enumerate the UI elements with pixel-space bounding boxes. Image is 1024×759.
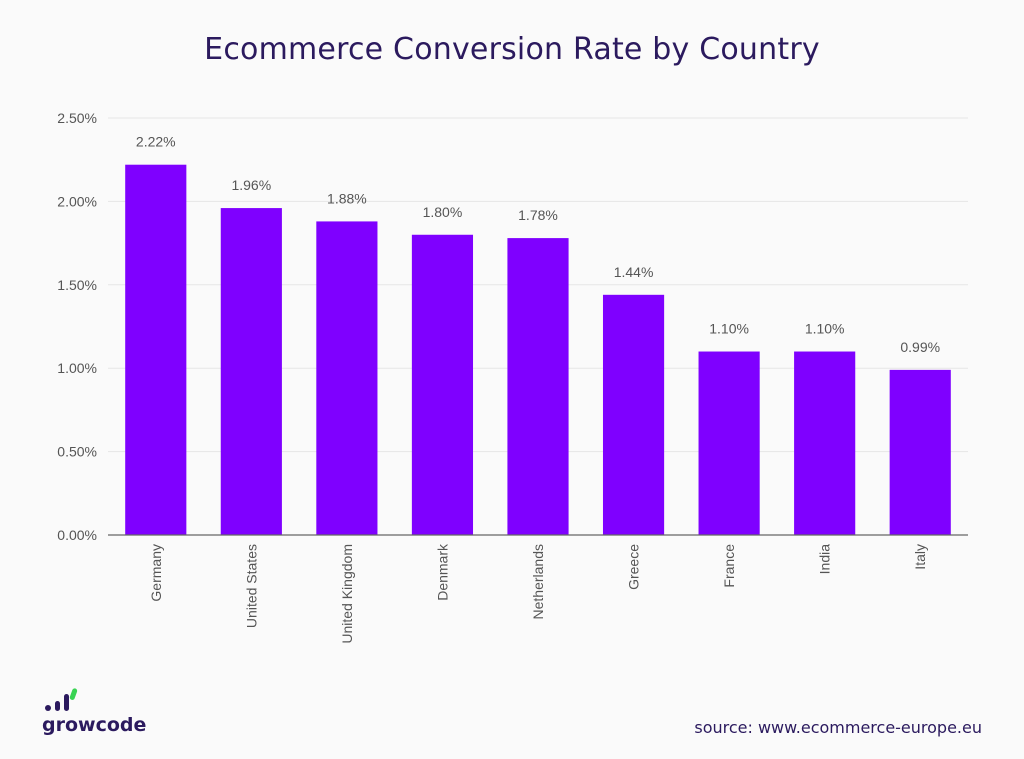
x-tick-label: United States: [243, 544, 259, 628]
x-tick-label: France: [721, 544, 737, 588]
data-label: 2.22%: [136, 134, 176, 150]
bars: [125, 164, 951, 536]
bar: [507, 238, 569, 535]
x-tick-label: Netherlands: [530, 544, 546, 620]
bar: [602, 294, 665, 535]
x-tick-label: United Kingdom: [339, 544, 355, 644]
x-tick-label: Italy: [912, 544, 928, 570]
data-label: 1.10%: [805, 321, 845, 337]
data-label: 1.10%: [709, 321, 749, 337]
bar: [889, 369, 951, 535]
growcode-logo: growcode: [42, 686, 152, 742]
data-label: 1.78%: [518, 207, 558, 223]
x-tick-label: India: [817, 544, 833, 575]
value-labels: 2.22% 1.96% 1.88% 1.80% 1.78% 1.44% 1.10% 1.10%…: [136, 134, 940, 355]
bar: [220, 208, 282, 535]
chart-title: Ecommerce Conversion Rate by Country: [204, 32, 820, 67]
data-label: 1.44%: [614, 264, 654, 280]
y-tick-label: 1.00%: [57, 360, 97, 376]
y-tick-label: 2.50%: [57, 110, 97, 126]
y-axis-ticks: 0.00% 0.50% 1.00% 1.50% 2.00% 2.50%: [57, 110, 97, 543]
x-tick-label: Denmark: [434, 543, 450, 601]
bar: [411, 234, 474, 535]
y-tick-label: 1.50%: [57, 277, 97, 293]
data-label: 1.80%: [423, 204, 463, 220]
y-tick-label: 2.00%: [57, 193, 97, 209]
bar: [125, 164, 187, 536]
data-label: 0.99%: [900, 339, 940, 355]
logo-bars-icon: [45, 688, 78, 711]
y-tick-label: 0.00%: [57, 527, 97, 543]
y-tick-label: 0.50%: [57, 444, 97, 460]
x-axis-ticks: Germany United States United Kingdom Denmar…: [148, 543, 928, 644]
bar: [316, 221, 378, 535]
data-label: 1.96%: [231, 177, 271, 193]
x-tick-label: Greece: [626, 544, 642, 590]
source-credit: source: www.ecommerce-europe.eu: [694, 718, 982, 737]
x-tick-label: Germany: [148, 544, 164, 602]
logo-text: growcode: [42, 714, 147, 736]
bar: [794, 351, 856, 535]
bar-chart: 0.00% 0.50% 1.00% 1.50% 2.00% 2.50% 2.22% 1.96…: [57, 110, 968, 644]
data-label: 1.88%: [327, 190, 367, 206]
bar: [698, 351, 760, 535]
